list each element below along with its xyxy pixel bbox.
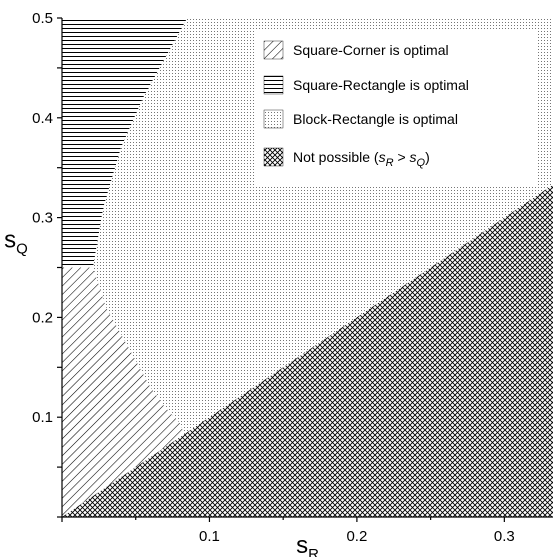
legend-label: Block-Rectangle is optimal (293, 111, 458, 127)
region-diagonal-hatch (62, 267, 185, 517)
legend-item: Block-Rectangle is optimal (263, 109, 458, 129)
legend-swatch (263, 109, 284, 129)
x-axis-label-sub: R (308, 546, 319, 557)
legend-swatch (263, 147, 284, 167)
legend-item: Not possible (sR > sQ) (263, 147, 430, 169)
legend-label: Not possible (sR > sQ) (293, 149, 430, 169)
y-tick-label: 0.3 (32, 210, 53, 227)
legend-box (254, 30, 538, 186)
y-tick-label: 0.4 (32, 110, 53, 127)
x-axis-label-main: s (296, 532, 308, 557)
axes: 0.1 0.2 0.3 0.1 0.2 0.3 0.4 0.5 (32, 10, 553, 545)
region-horizontal-lines (62, 18, 188, 268)
y-axis-label-main: s (4, 227, 16, 254)
y-axis-label-sub: Q (16, 241, 28, 258)
region-crosshatch (62, 184, 553, 517)
legend-items: Square-Corner is optimal Square-Rectangle… (263, 40, 469, 169)
legend-label: Square-Corner is optimal (293, 42, 449, 58)
y-axis-label: sQ (4, 227, 28, 258)
x-axis-label: sR (296, 532, 319, 557)
x-axis-ticks: 0.1 0.2 0.3 (61, 517, 515, 545)
x-tick-label: 0.2 (346, 528, 367, 545)
legend-swatch (263, 40, 284, 60)
y-tick-label: 0.2 (32, 309, 53, 326)
y-axis-ticks: 0.1 0.2 0.3 0.4 0.5 (32, 10, 62, 518)
x-tick-label: 0.1 (199, 528, 220, 545)
legend-swatch (263, 75, 284, 95)
x-tick-label: 0.3 (494, 528, 515, 545)
legend-item: Square-Corner is optimal (263, 40, 449, 60)
y-tick-label: 0.5 (32, 10, 53, 27)
legend-item: Square-Rectangle is optimal (263, 75, 469, 95)
legend: Square-Corner is optimal Square-Rectangle… (254, 30, 538, 186)
legend-label: Square-Rectangle is optimal (293, 77, 469, 93)
y-tick-label: 0.1 (32, 409, 53, 426)
